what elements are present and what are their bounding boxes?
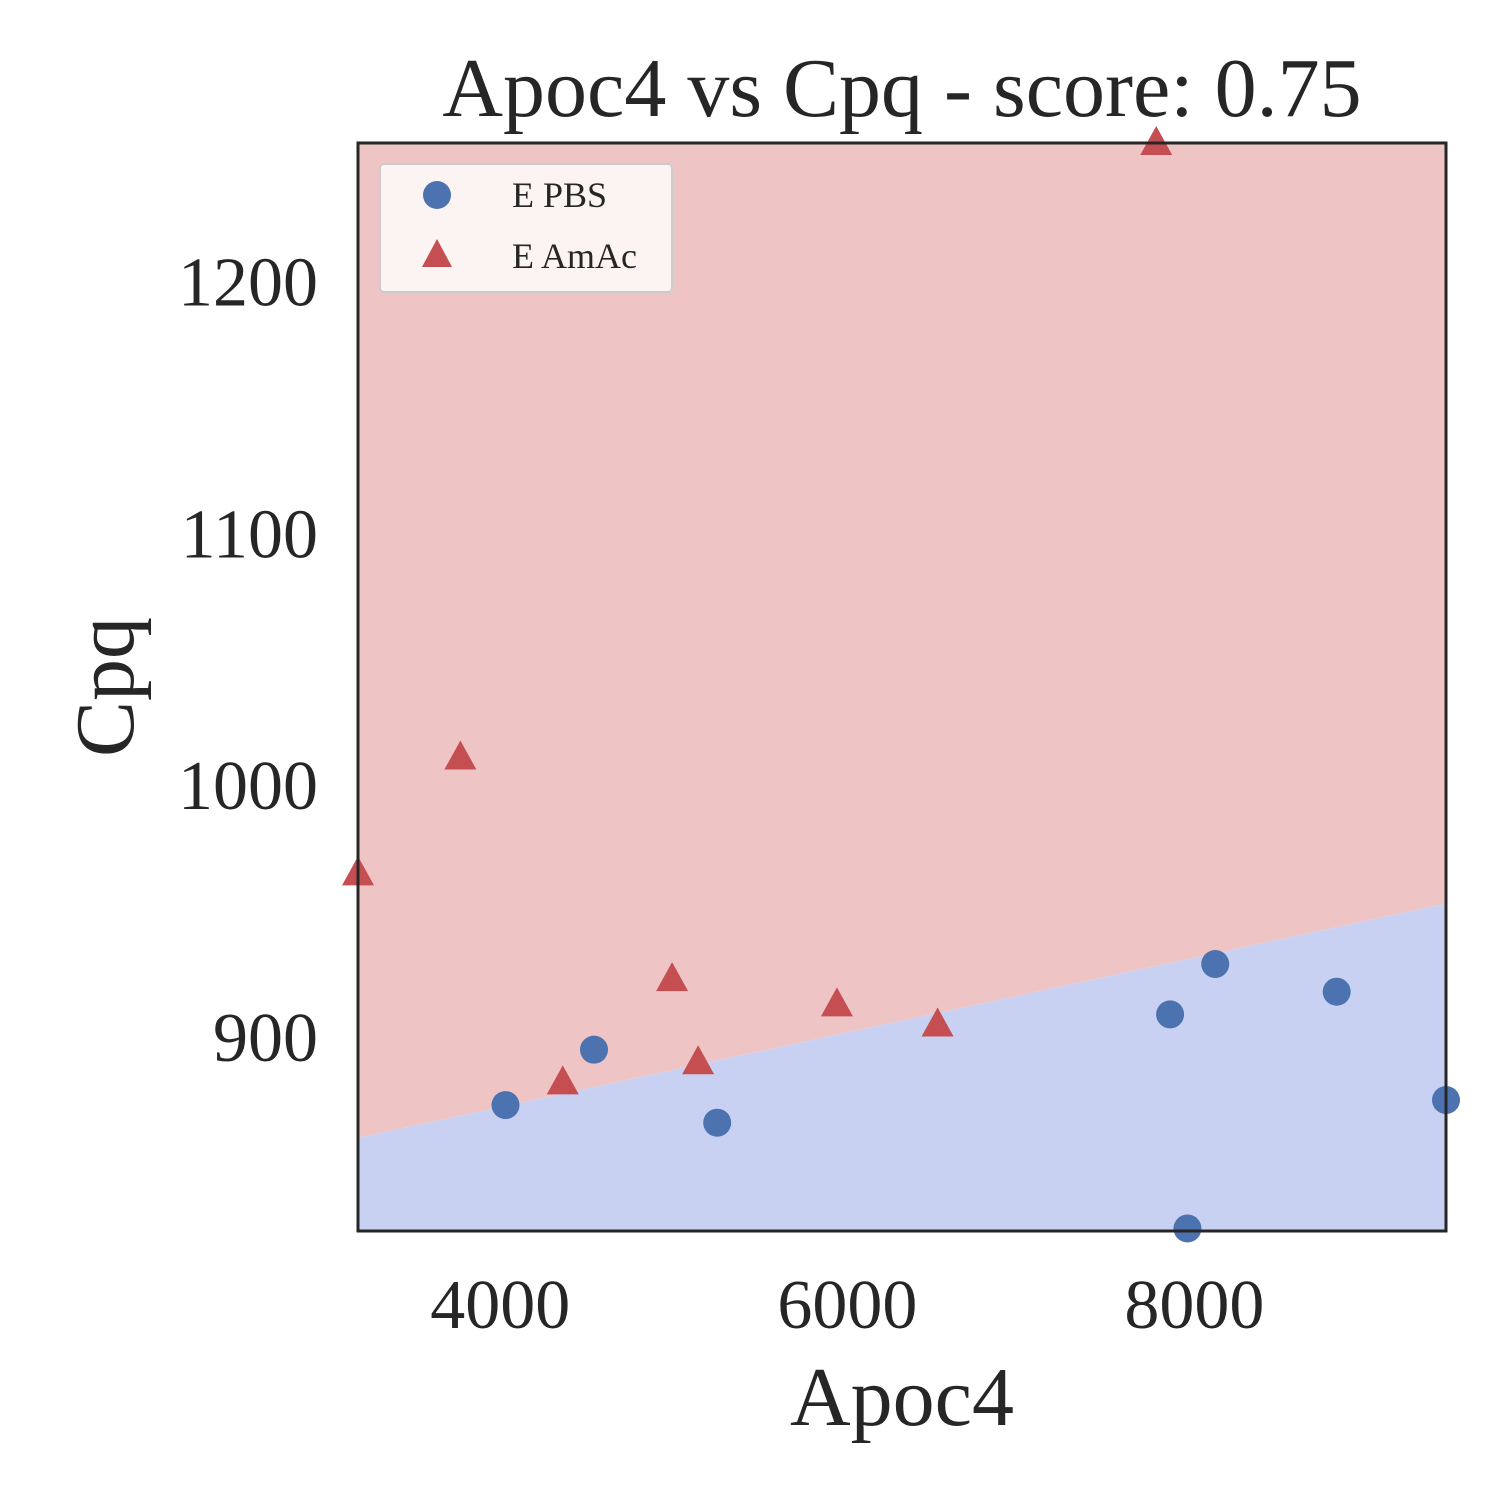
y-axis-ticks: 900 1000 1100 1200 (178, 245, 318, 1078)
data-point-e-pbs (703, 1108, 732, 1137)
legend-marker-e-pbs (423, 181, 451, 209)
x-axis-ticks: 4000 6000 8000 (430, 1267, 1264, 1344)
legend-label-e-pbs: E PBS (512, 175, 607, 215)
y-tick-label: 1200 (178, 245, 318, 322)
data-point-e-pbs (1201, 950, 1230, 979)
y-axis-label: Cpq (59, 617, 152, 757)
data-point-e-pbs (491, 1091, 520, 1120)
data-point-e-amac (656, 962, 689, 992)
region-e-pbs (358, 903, 1446, 1231)
y-tick-label: 1000 (178, 748, 318, 825)
data-point-e-amac (682, 1045, 715, 1075)
data-point-e-pbs (579, 1035, 608, 1064)
data-point-e-amac (444, 740, 477, 770)
plot-area (342, 126, 1460, 1243)
x-tick-label: 6000 (777, 1267, 917, 1344)
plot-frame (356, 141, 1448, 1233)
data-point-e-amac (546, 1065, 579, 1095)
data-point-e-amac (1140, 126, 1173, 155)
chart-title: Apoc4 vs Cpq - score: 0.75 (442, 42, 1361, 135)
data-point-e-pbs (1156, 1000, 1185, 1029)
data-point-e-pbs (1173, 1214, 1202, 1243)
x-tick-label: 4000 (430, 1267, 570, 1344)
legend: E PBS E AmAc (379, 163, 673, 293)
legend-box (379, 163, 673, 293)
y-tick-label: 900 (213, 1000, 318, 1077)
data-point-e-amac (921, 1007, 954, 1037)
y-tick-label: 1100 (181, 496, 318, 573)
region-e-amac (358, 143, 1446, 1138)
x-axis-label: Apoc4 (790, 1351, 1014, 1444)
data-point-e-amac (820, 987, 853, 1017)
legend-marker-e-amac (422, 239, 452, 267)
x-tick-label: 8000 (1124, 1267, 1264, 1344)
data-point-e-pbs (1322, 977, 1351, 1006)
legend-label-e-amac: E AmAc (512, 236, 637, 276)
